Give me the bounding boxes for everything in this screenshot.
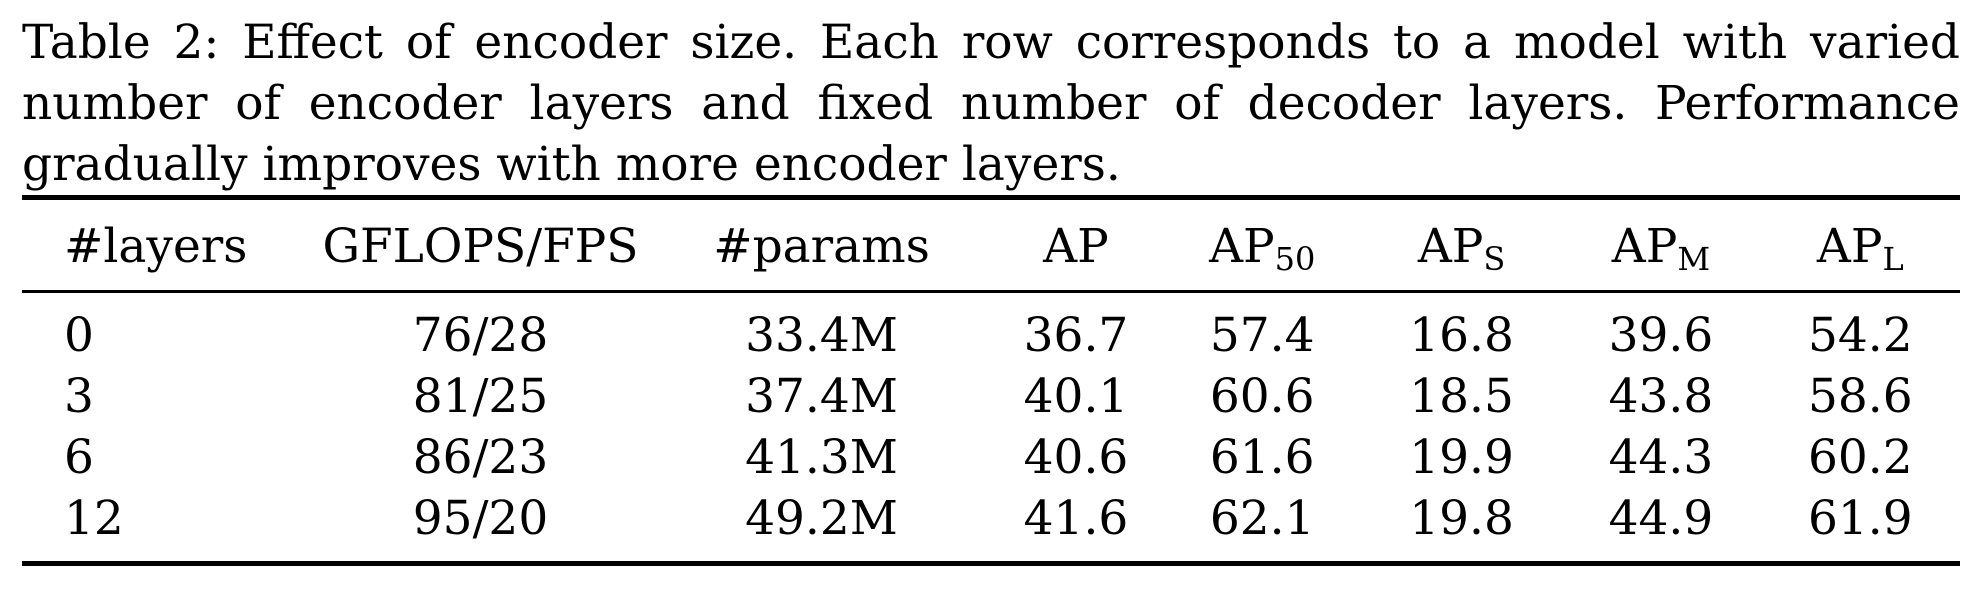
cell-apl: 61.9 <box>1807 491 1913 546</box>
cell-ap50: 62.1 <box>1209 491 1315 546</box>
cell-params: 49.2M <box>745 491 898 546</box>
header-apl: APL <box>1816 218 1904 278</box>
table-body: 0 76/28 33.4M 36.7 57.4 16.8 39.6 54.2 3… <box>22 292 1960 564</box>
cell-gflops-fps: 95/20 <box>412 491 549 546</box>
cell-layers: 12 <box>64 491 124 546</box>
results-table-container: #layers GFLOPS/FPS #params AP AP50 APS A… <box>22 195 1960 566</box>
cell-aps: 19.8 <box>1409 491 1514 546</box>
cell-layers: 0 <box>64 308 94 363</box>
cell-params: 33.4M <box>745 308 898 363</box>
cell-aps: 18.5 <box>1409 369 1514 424</box>
cell-gflops-fps: 81/25 <box>412 369 549 424</box>
cell-apl: 60.2 <box>1807 430 1913 485</box>
cell-ap50: 57.4 <box>1209 308 1315 363</box>
cell-ap: 40.6 <box>1023 430 1129 485</box>
cell-apm: 39.6 <box>1608 308 1714 363</box>
cell-apl: 54.2 <box>1807 308 1913 363</box>
cell-apm: 43.8 <box>1608 369 1714 424</box>
table-header: #layers GFLOPS/FPS #params AP AP50 APS A… <box>22 197 1960 292</box>
cell-layers: 6 <box>64 430 94 485</box>
table-caption: Table 2: Effect of encoder size. Each ro… <box>22 15 1960 192</box>
header-apm: APM <box>1611 218 1711 278</box>
cell-ap50: 60.6 <box>1209 369 1315 424</box>
table-row: 6 86/23 41.3M 40.6 61.6 19.9 44.3 60.2 <box>22 427 1960 488</box>
cell-gflops-fps: 76/28 <box>412 308 549 363</box>
header-layers: #layers <box>64 218 248 274</box>
table-row: 12 95/20 49.2M 41.6 62.1 19.8 44.9 61.9 <box>22 488 1960 564</box>
header-params: #params <box>713 218 930 274</box>
cell-aps: 16.8 <box>1409 308 1514 363</box>
cell-apl: 58.6 <box>1807 369 1913 424</box>
table-row: 0 76/28 33.4M 36.7 57.4 16.8 39.6 54.2 <box>22 292 1960 367</box>
header-row: #layers GFLOPS/FPS #params AP AP50 APS A… <box>22 197 1960 292</box>
cell-gflops-fps: 86/23 <box>412 430 549 485</box>
cell-apm: 44.9 <box>1608 491 1714 546</box>
cell-layers: 3 <box>64 369 94 424</box>
header-ap50: AP50 <box>1209 218 1316 278</box>
cell-params: 37.4M <box>745 369 898 424</box>
cell-ap: 41.6 <box>1023 491 1129 546</box>
cell-ap: 36.7 <box>1023 308 1129 363</box>
cell-ap50: 61.6 <box>1209 430 1315 485</box>
header-aps: APS <box>1417 218 1506 278</box>
header-ap: AP <box>1043 218 1109 274</box>
cell-aps: 19.9 <box>1409 430 1514 485</box>
cell-apm: 44.3 <box>1608 430 1714 485</box>
encoder-size-table: #layers GFLOPS/FPS #params AP AP50 APS A… <box>22 195 1960 566</box>
header-gflops-fps: GFLOPS/FPS <box>322 218 639 274</box>
table-row: 3 81/25 37.4M 40.1 60.6 18.5 43.8 58.6 <box>22 366 1960 427</box>
cell-params: 41.3M <box>745 430 898 485</box>
cell-ap: 40.1 <box>1023 369 1129 424</box>
